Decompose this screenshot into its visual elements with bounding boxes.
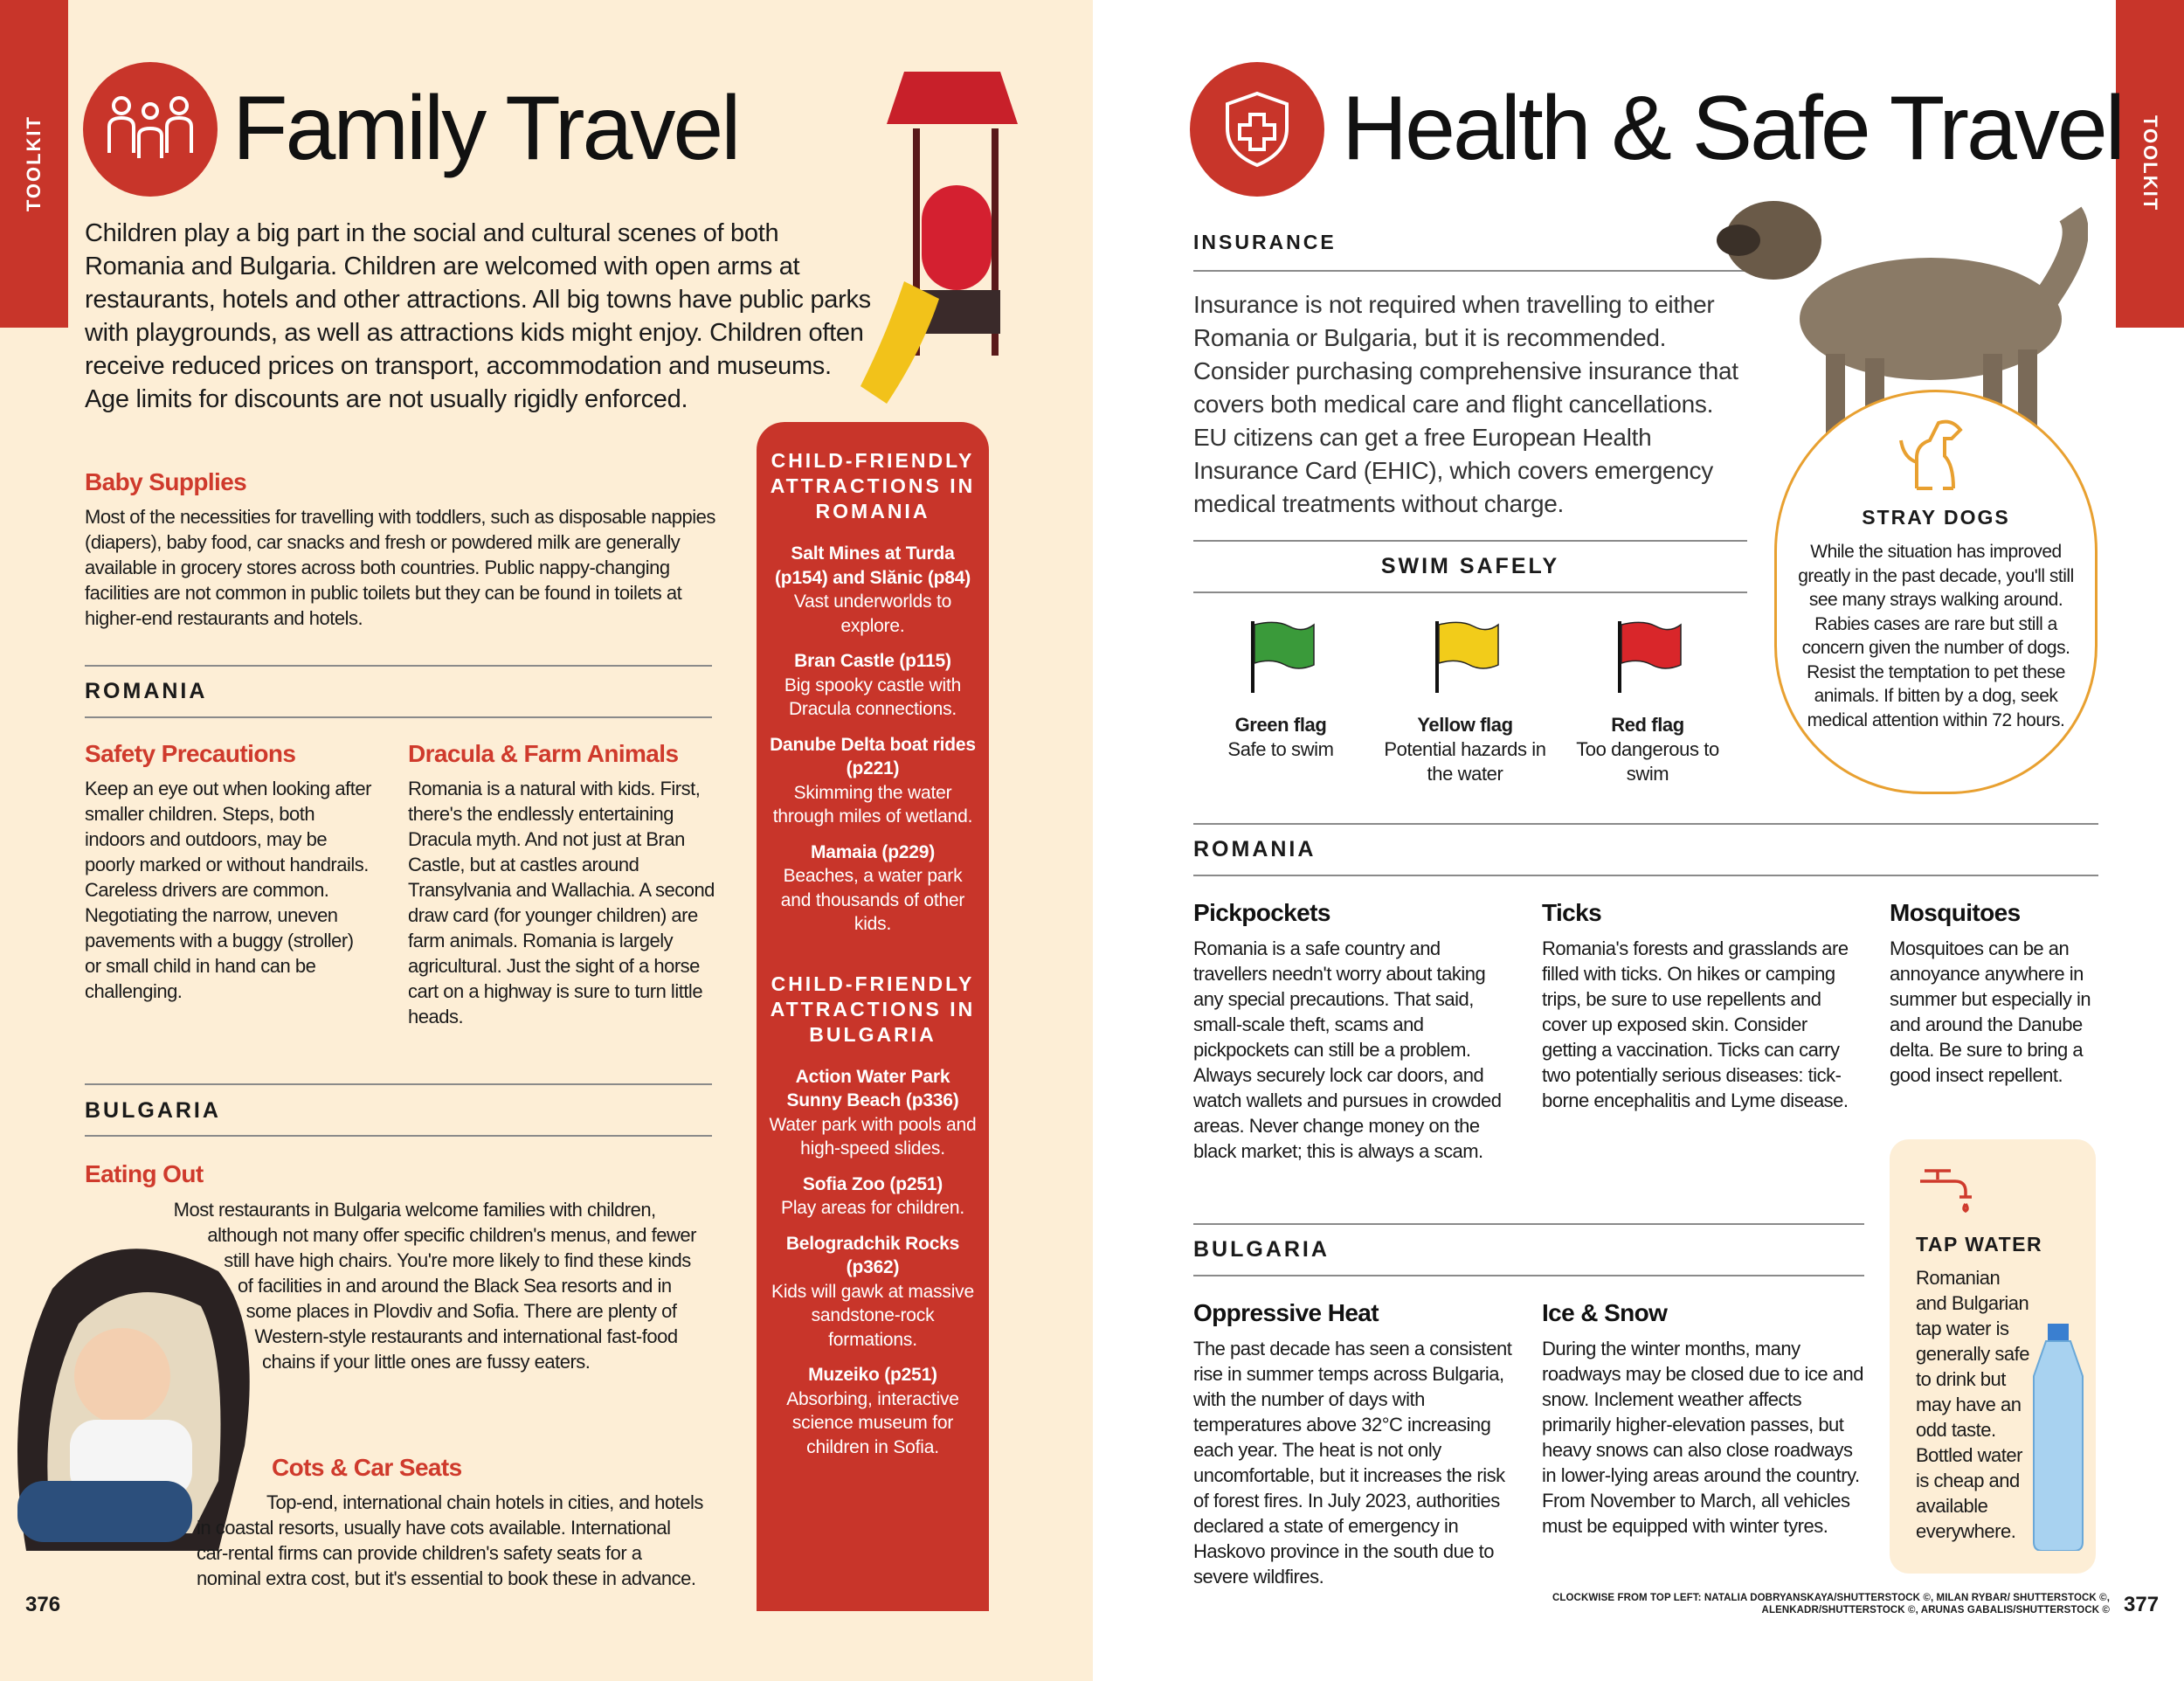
- baby-supplies-heading: Baby Supplies: [85, 468, 247, 495]
- photo-credits: CLOCKWISE FROM TOP LEFT: NATALIA DOBRYAN…: [1552, 1593, 2110, 1615]
- sidebar-item: Muzeiko (p251) Absorbing, interactive sci…: [769, 1363, 977, 1459]
- eating-out-heading: Eating Out: [85, 1160, 204, 1187]
- romania-col-heading: Pickpockets: [1193, 899, 1330, 926]
- stray-dogs-callout: STRAY DOGS While the situation has impro…: [1774, 390, 2098, 794]
- romania-col-heading: Mosquitoes: [1890, 899, 2021, 926]
- divider: [85, 1083, 712, 1085]
- sidebar-item: Sofia Zoo (p251) Play areas for children.: [769, 1173, 977, 1221]
- divider: [1193, 823, 2098, 825]
- sidebar-item-desc: Play areas for children.: [781, 1198, 964, 1218]
- divider: [1193, 540, 1747, 542]
- divider: [1193, 1275, 1864, 1276]
- eating-out-text: Most restaurants in Bulgaria welcome fam…: [173, 1199, 697, 1373]
- dracula-text: Romania is a natural with kids. First, t…: [408, 778, 715, 1027]
- sidebar-item-desc: Big spooky castle with Dracula connectio…: [784, 674, 962, 720]
- bulgaria-col-heading: Oppressive Heat: [1193, 1299, 1379, 1326]
- sidebar-item-name: Action Water Park Sunny Beach (p336): [786, 1066, 959, 1111]
- flag-desc: Potential hazards in the water: [1384, 738, 1546, 785]
- tap-icon: [1920, 1169, 1972, 1213]
- page-number: 377: [2124, 1593, 2160, 1616]
- flag-name: Green flag: [1234, 714, 1327, 736]
- playground-photo: [852, 72, 1053, 421]
- eating-out-block: Most restaurants in Bulgaria welcome fam…: [0, 1197, 708, 1573]
- insurance-text: Insurance is not required when travellin…: [1193, 291, 1738, 517]
- romania-col-text: Mosquitoes can be an annoyance anywhere …: [1890, 937, 2091, 1086]
- romania-col-text: Romania is a safe country and travellers…: [1193, 937, 1502, 1162]
- cots-heading: Cots & Car Seats: [272, 1454, 462, 1481]
- flag-desc: Too dangerous to swim: [1576, 738, 1719, 785]
- romania-col-heading: Ticks: [1542, 899, 1602, 926]
- bulgaria-col-text: The past decade has seen a consistent ri…: [1193, 1338, 1512, 1588]
- safety-text: Keep an eye out when looking after small…: [85, 778, 371, 1002]
- flag-desc: Safe to swim: [1227, 738, 1334, 760]
- shield-cross-icon: [1190, 62, 1324, 197]
- intro-paragraph: Children play a big part in the social a…: [85, 219, 871, 413]
- divider: [1193, 1223, 1864, 1225]
- sidebar-item-desc: Skimming the water through miles of wetl…: [772, 782, 973, 827]
- flag-label: Green flag Safe to swim: [1189, 713, 1372, 762]
- sidebar-item-desc: Absorbing, interactive science museum fo…: [786, 1388, 959, 1457]
- divider: [1193, 270, 1747, 272]
- page-number: 376: [25, 1593, 61, 1616]
- bulgaria-col-heading: Ice & Snow: [1542, 1299, 1668, 1326]
- flag-name: Yellow flag: [1417, 714, 1513, 736]
- green-flag-icon: [1251, 621, 1315, 693]
- section-insurance: INSURANCE: [1193, 231, 1337, 253]
- stray-dogs-heading: STRAY DOGS: [1862, 506, 2010, 529]
- sidebar-item: Salt Mines at Turda (p154) and Slănic (p…: [769, 542, 977, 638]
- divider: [1193, 591, 1747, 593]
- sidebar-item: Bran Castle (p115) Big spooky castle with…: [769, 649, 977, 722]
- dog-icon: [1899, 419, 1963, 490]
- sidebar-item-name: Bran Castle (p115): [794, 651, 951, 671]
- toolkit-tab: TOOLKIT: [2116, 0, 2184, 328]
- water-bottle-photo: [2023, 1324, 2093, 1552]
- safety-heading: Safety Precautions: [85, 740, 296, 767]
- sidebar-item: Danube Delta boat rides (p221) Skimming t…: [769, 733, 977, 829]
- section-bulgaria: BULGARIA: [85, 1098, 221, 1123]
- section-bulgaria: BULGARIA: [1193, 1237, 1330, 1262]
- sidebar-item-name: Salt Mines at Turda (p154) and Slănic (p…: [774, 543, 971, 588]
- sidebar-heading-bulgaria: CHILD-FRIENDLY ATTRACTIONS IN BULGARIA: [770, 972, 976, 1046]
- sidebar-item-name: Danube Delta boat rides (p221): [770, 734, 976, 779]
- toolkit-tab: TOOLKIT: [0, 0, 68, 328]
- page-title: Health & Safe Travel: [1342, 78, 2125, 179]
- swim-safely-heading: SWIM SAFELY: [1380, 554, 1560, 578]
- sidebar-item-desc: Kids will gawk at massive sandstone-rock…: [771, 1281, 974, 1350]
- sidebar-heading-romania: CHILD-FRIENDLY ATTRACTIONS IN ROMANIA: [770, 449, 976, 522]
- stray-dogs-text: While the situation has improved greatly…: [1798, 542, 2074, 730]
- divider: [85, 1135, 712, 1137]
- section-romania: ROMANIA: [85, 679, 208, 703]
- sidebar-item: Action Water Park Sunny Beach (p336) Wate…: [769, 1065, 977, 1161]
- sidebar-item-name: Belogradchik Rocks (p362): [785, 1233, 960, 1278]
- divider: [1193, 875, 2098, 876]
- sidebar-item-name: Muzeiko (p251): [808, 1365, 937, 1385]
- baby-supplies-text: Most of the necessities for travelling w…: [85, 506, 715, 629]
- family-icon: [83, 62, 218, 197]
- cots-text: Top-end, international chain hotels in c…: [197, 1491, 703, 1589]
- flag-name: Red flag: [1611, 714, 1684, 736]
- sidebar-item: Mamaia (p229) Beaches, a water park and t…: [769, 840, 977, 937]
- flag-label: Red flag Too dangerous to swim: [1556, 713, 1739, 786]
- sidebar-item-name: Mamaia (p229): [810, 841, 936, 862]
- tap-water-heading: TAP WATER: [1916, 1233, 2043, 1256]
- sidebar-item-desc: Vast underworlds to explore.: [793, 591, 952, 636]
- divider: [85, 716, 712, 718]
- romania-col-text: Romania's forests and grasslands are fil…: [1542, 937, 1849, 1111]
- tap-water-text: Romanian and Bulgarian tap water is gene…: [1916, 1267, 2029, 1542]
- bulgaria-col-text: During the winter months, many roadways …: [1542, 1338, 1863, 1537]
- child-friendly-sidebar: CHILD-FRIENDLY ATTRACTIONS IN ROMANIA Sa…: [757, 422, 989, 1611]
- sidebar-item-name: Sofia Zoo (p251): [802, 1173, 943, 1194]
- flag-label: Yellow flag Potential hazards in the wate…: [1373, 713, 1557, 786]
- page-title: Family Travel: [232, 78, 741, 179]
- yellow-flag-icon: [1435, 621, 1499, 693]
- divider: [85, 665, 712, 667]
- dracula-heading: Dracula & Farm Animals: [408, 740, 679, 767]
- baby-car-seat-photo: [0, 1219, 262, 1586]
- left-page: TOOLKIT Family Travel Children play a bi…: [0, 0, 1093, 1681]
- sidebar-item: Belogradchik Rocks (p362) Kids will gawk …: [769, 1232, 977, 1352]
- section-romania: ROMANIA: [1193, 837, 1317, 861]
- sidebar-item-desc: Water park with pools and high-speed sli…: [769, 1114, 977, 1159]
- red-flag-icon: [1618, 621, 1682, 693]
- sidebar-item-desc: Beaches, a water park and thousands of o…: [780, 866, 965, 934]
